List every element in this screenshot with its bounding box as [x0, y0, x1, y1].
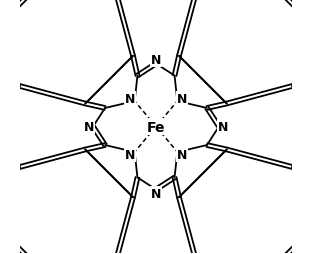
Text: N: N [177, 92, 187, 105]
Text: N: N [125, 149, 135, 162]
Text: N: N [218, 121, 228, 133]
Text: N: N [125, 92, 135, 105]
Text: Fe: Fe [147, 120, 165, 134]
Text: N: N [84, 121, 94, 133]
Text: N: N [151, 188, 161, 201]
Text: N: N [151, 53, 161, 66]
Text: N: N [177, 149, 187, 162]
